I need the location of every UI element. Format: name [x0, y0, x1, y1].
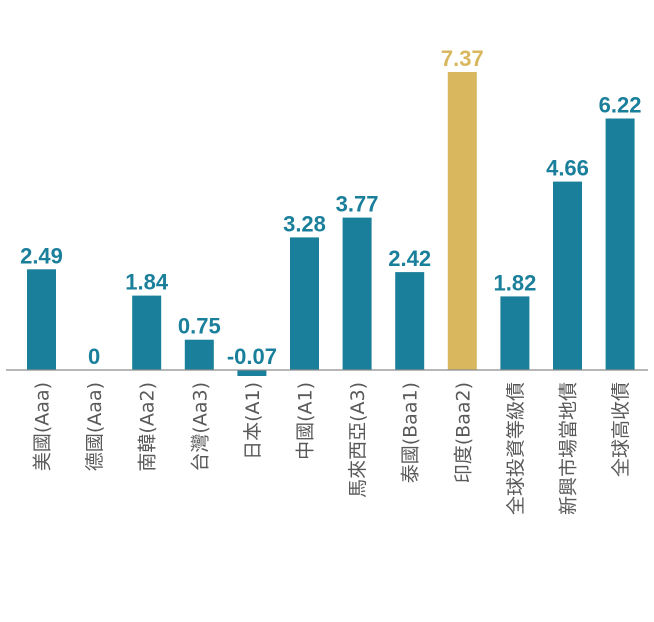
value-label-0: 2.49 — [20, 243, 63, 268]
value-label-1: 0 — [88, 344, 100, 369]
bar-0 — [27, 269, 56, 370]
bar-2 — [132, 295, 162, 370]
category-labels-group: 美國(Aaa) 德國(Aaa) 南韓(Aa2) 台灣(Aa3) 日本(A1) 中國(A1)… — [32, 382, 633, 515]
value-label-11: 6.22 — [599, 93, 642, 118]
value-label-8: 7.37 — [441, 46, 484, 71]
category-label-3: 台灣(Aa3) — [189, 382, 211, 472]
value-label-5: 3.28 — [283, 211, 326, 236]
category-label-10: 新興市場當地債 — [558, 382, 580, 515]
value-label-7: 2.42 — [388, 246, 431, 271]
value-labels-group: 2.49 0 1.84 0.75-0.07 3.28 3.77 2.42 7.37 1.82 4.… — [20, 46, 641, 369]
bar-6 — [342, 217, 372, 370]
category-label-11: 全球高收債 — [610, 382, 632, 477]
bar-10 — [553, 181, 582, 370]
bar-7 — [395, 272, 425, 370]
value-label-2: 1.84 — [125, 270, 169, 295]
bar-5 — [290, 237, 319, 370]
bar-4 — [237, 370, 267, 376]
value-label-4: -0.07 — [227, 344, 277, 369]
category-label-8: 印度(Baa2) — [452, 382, 474, 483]
value-label-9: 1.82 — [493, 270, 536, 295]
bar-11 — [605, 118, 635, 370]
category-label-7: 泰國(Baa1) — [400, 382, 422, 483]
category-label-1: 德國(Aaa) — [84, 382, 106, 471]
category-label-9: 全球投資等級債 — [505, 382, 527, 515]
value-label-3: 0.75 — [178, 314, 221, 339]
category-label-0: 美國(Aaa) — [32, 382, 54, 471]
value-label-10: 4.66 — [546, 156, 589, 181]
bar-9 — [500, 296, 530, 370]
category-label-6: 馬來西亞(A3) — [347, 382, 369, 498]
category-label-2: 南韓(Aa2) — [137, 382, 159, 472]
category-label-5: 中國(A1) — [295, 382, 317, 460]
value-label-6: 3.77 — [336, 192, 379, 217]
bar-3 — [184, 339, 214, 370]
bars-group — [27, 72, 635, 376]
bar-8 — [447, 72, 477, 370]
category-label-4: 日本(A1) — [242, 382, 264, 460]
